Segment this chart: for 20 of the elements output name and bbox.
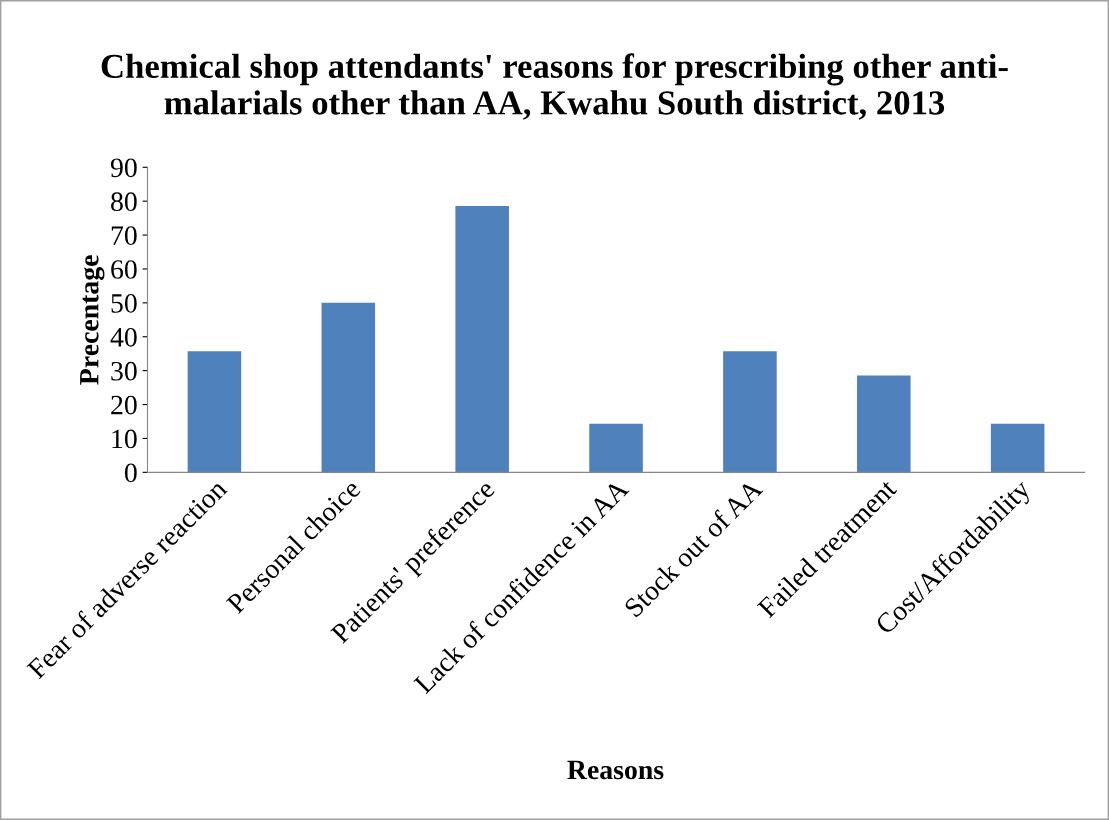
y-tick-label: 20 <box>111 395 137 415</box>
x-axis-title: Reasons <box>567 760 664 780</box>
y-tick-label: 90 <box>110 158 137 178</box>
bar <box>857 375 911 473</box>
y-tick-label: 30 <box>111 361 137 381</box>
y-tick-label: 80 <box>111 192 137 212</box>
y-tick-label: 10 <box>112 429 137 449</box>
y-tick-label: 50 <box>111 294 137 313</box>
bar <box>321 302 376 473</box>
bar <box>723 351 777 473</box>
bar <box>455 205 509 473</box>
y-tick-label: 40 <box>110 327 137 347</box>
y-tick-label: 0 <box>124 463 137 483</box>
y-tick-label: 70 <box>111 226 137 245</box>
bar <box>187 351 242 473</box>
bar <box>589 423 643 473</box>
y-axis-title: Precentage <box>80 255 105 385</box>
bar <box>990 423 1045 473</box>
chart-title: Chemical shop attendants' reasons for prescribing other anti- malarials other than AA, Kwahu South district, 2013 <box>101 53 1008 120</box>
y-tick-label: 60 <box>111 260 137 279</box>
